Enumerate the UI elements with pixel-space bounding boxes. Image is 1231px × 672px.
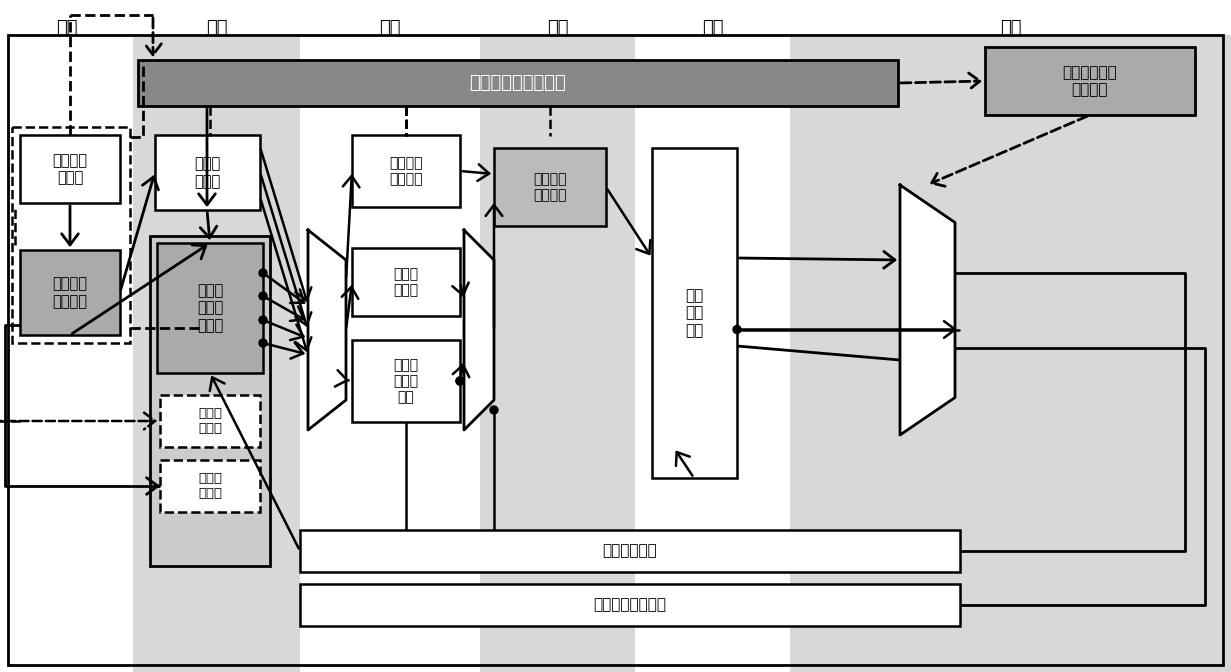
Text: 译码: 译码 <box>207 19 228 37</box>
Bar <box>160 395 260 447</box>
Polygon shape <box>900 185 955 435</box>
Text: 核间通
信写口: 核间通 信写口 <box>198 472 222 500</box>
Circle shape <box>259 292 267 300</box>
Text: 数据旁路模块: 数据旁路模块 <box>603 544 657 558</box>
Bar <box>352 340 460 422</box>
Bar <box>352 248 460 316</box>
Circle shape <box>259 339 267 347</box>
Bar <box>20 135 119 203</box>
Text: 乘法除法运算单元: 乘法除法运算单元 <box>593 597 666 612</box>
Text: 执行: 执行 <box>379 19 401 37</box>
Text: 扩展寄
存器电
路模块: 扩展寄 存器电 路模块 <box>197 283 223 333</box>
Text: 核间通信控制
电路模块: 核间通信控制 电路模块 <box>1062 65 1118 97</box>
Polygon shape <box>308 230 346 430</box>
Text: 数据地址
计算模块: 数据地址 计算模块 <box>389 156 422 186</box>
Bar <box>155 135 260 210</box>
Bar <box>133 35 300 672</box>
Bar <box>635 35 790 672</box>
Text: 写回: 写回 <box>1001 19 1022 37</box>
Text: 处理器运算控制单元: 处理器运算控制单元 <box>469 74 566 92</box>
Circle shape <box>455 377 464 385</box>
Bar <box>494 148 606 226</box>
Bar <box>652 148 737 478</box>
Bar <box>300 584 960 626</box>
Bar <box>138 60 897 106</box>
Bar <box>160 460 260 512</box>
Text: 对齐: 对齐 <box>702 19 724 37</box>
Circle shape <box>259 316 267 324</box>
Bar <box>158 243 263 373</box>
Text: 取指: 取指 <box>57 19 78 37</box>
Text: 数据
对齐
模块: 数据 对齐 模块 <box>686 288 704 338</box>
Text: 核间通
信读口: 核间通 信读口 <box>198 407 222 435</box>
Text: 访存: 访存 <box>548 19 569 37</box>
Polygon shape <box>464 230 494 430</box>
Text: 处理器数
据存储器: 处理器数 据存储器 <box>533 172 566 202</box>
Text: 处理器指
令存储器: 处理器指 令存储器 <box>53 276 87 308</box>
Text: 算术逻
辑运算
单元: 算术逻 辑运算 单元 <box>394 358 419 404</box>
Text: 指令地址
计数器: 指令地址 计数器 <box>53 153 87 185</box>
Bar <box>150 236 270 566</box>
Bar <box>20 250 119 335</box>
Bar <box>480 35 635 672</box>
Bar <box>300 35 480 672</box>
Bar <box>352 135 460 207</box>
Bar <box>12 127 130 343</box>
Bar <box>790 35 1231 672</box>
Circle shape <box>490 406 499 414</box>
Circle shape <box>259 269 267 277</box>
Bar <box>0 35 133 672</box>
Circle shape <box>732 325 741 333</box>
Text: 指令译
码模块: 指令译 码模块 <box>194 157 220 189</box>
Text: 算术移
位模块: 算术移 位模块 <box>394 267 419 297</box>
Bar <box>985 47 1195 115</box>
Circle shape <box>455 377 464 385</box>
Bar <box>300 530 960 572</box>
